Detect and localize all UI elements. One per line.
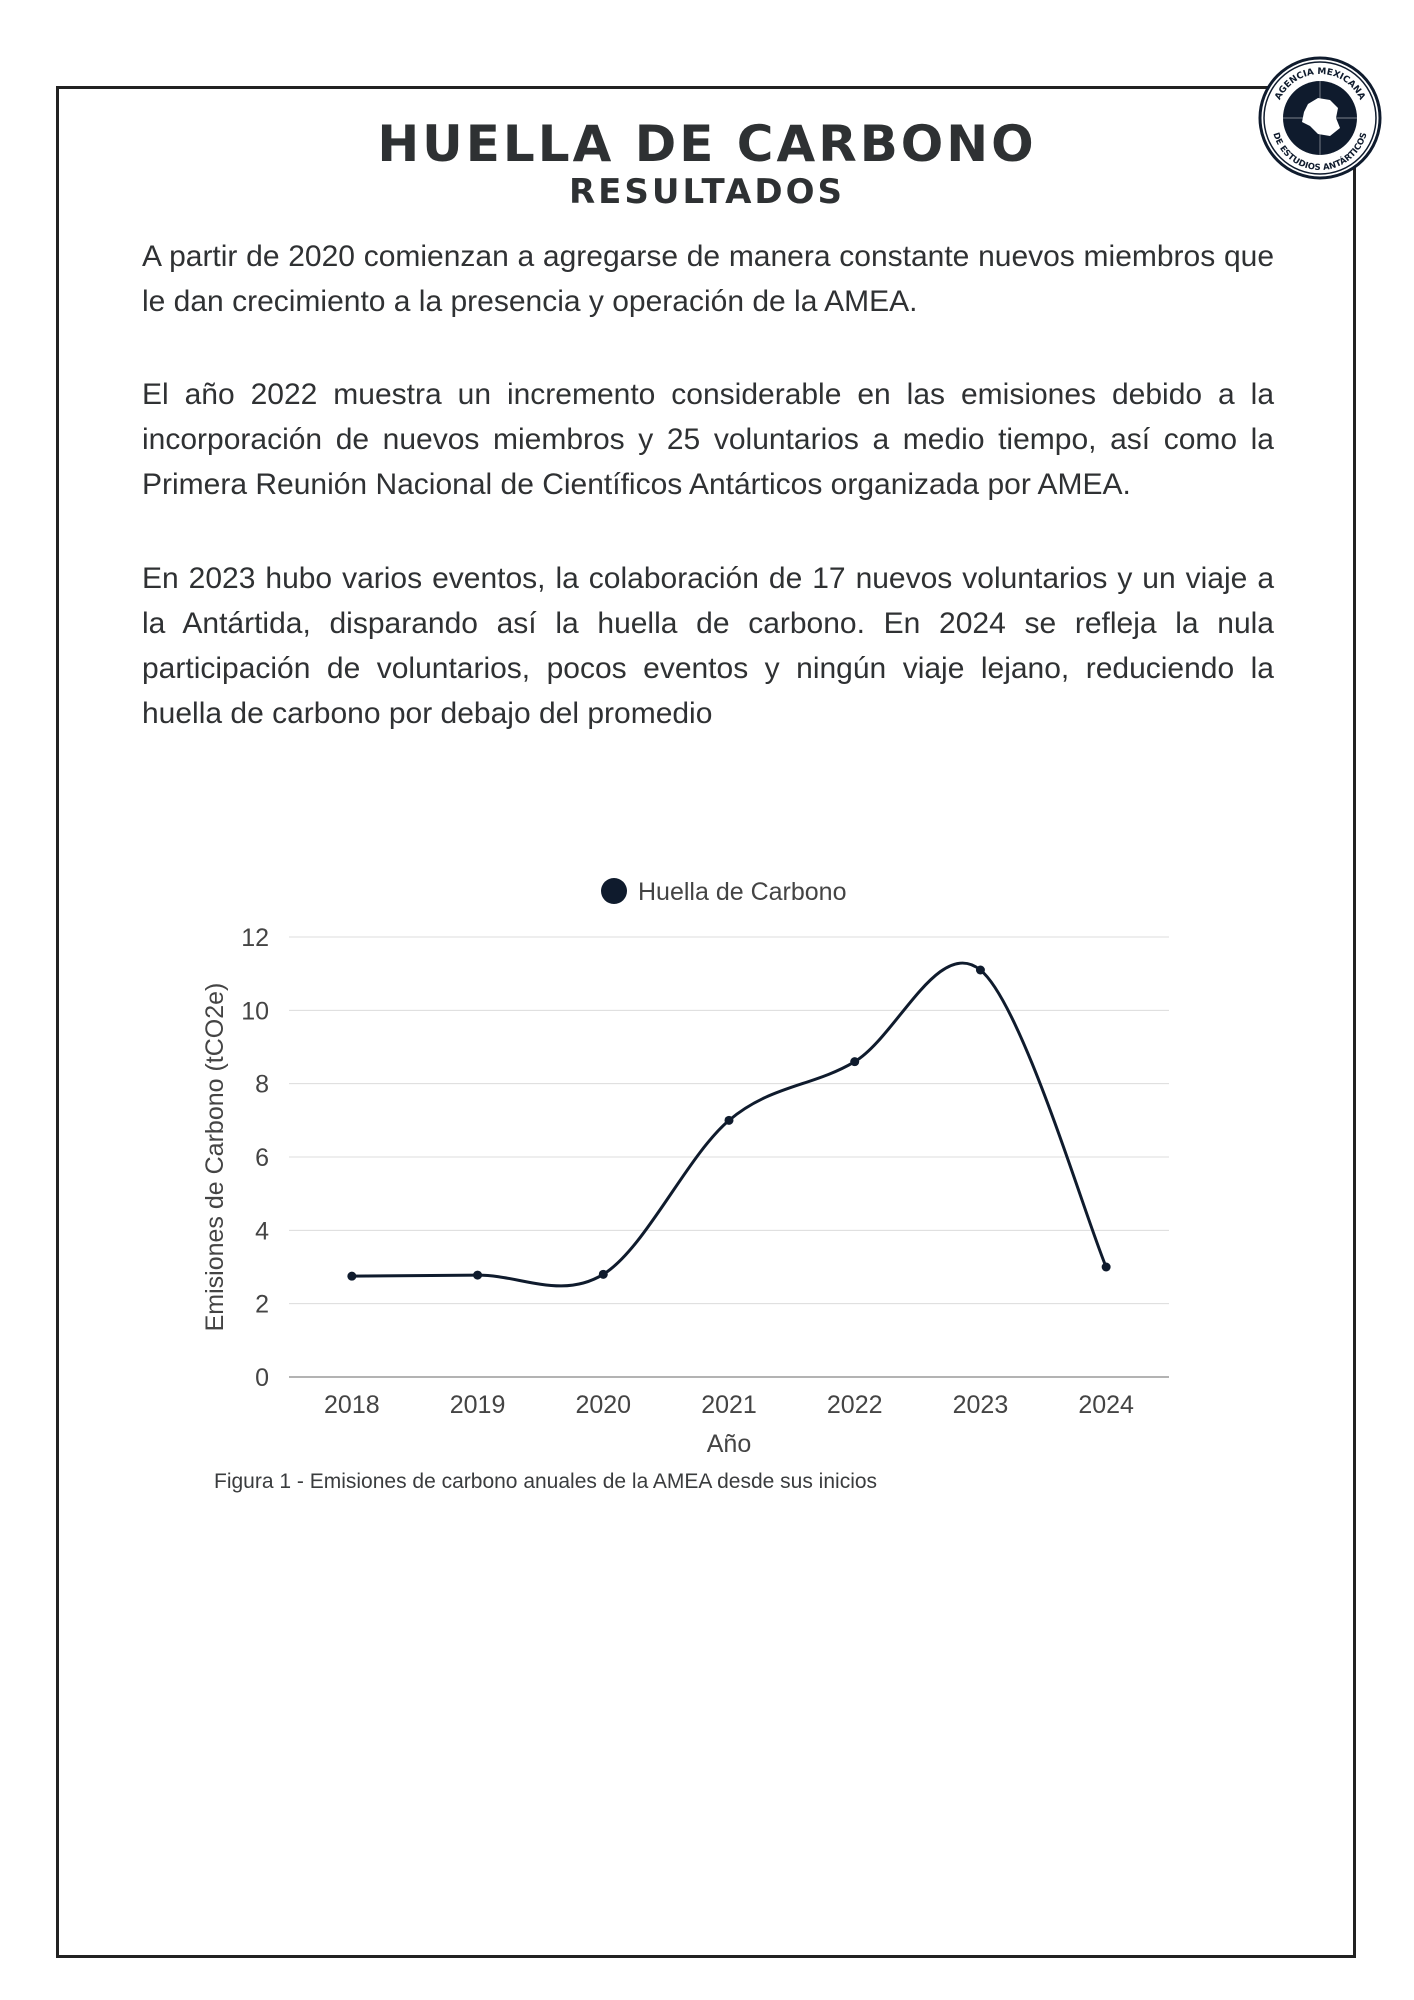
paragraph-intro: A partir de 2020 comienzan a agregarse d…	[142, 240, 1274, 318]
page-subtitle: RESULTADOS	[568, 172, 846, 212]
page-border	[56, 86, 1356, 1958]
paragraph-2023-2024: En 2023 hubo varios eventos, la colabora…	[142, 562, 1274, 730]
figure-caption: Figura 1 - Emisiones de carbono anuales …	[214, 1470, 878, 1493]
page-title: HUELLA DE CARBONO	[377, 115, 1037, 173]
paragraph-2022: El año 2022 muestra un incremento consid…	[142, 378, 1274, 501]
amea-seal-logo: AGENCIA MEXICANA DE ESTUDIOS ANTÁRTICOS	[1258, 56, 1382, 180]
